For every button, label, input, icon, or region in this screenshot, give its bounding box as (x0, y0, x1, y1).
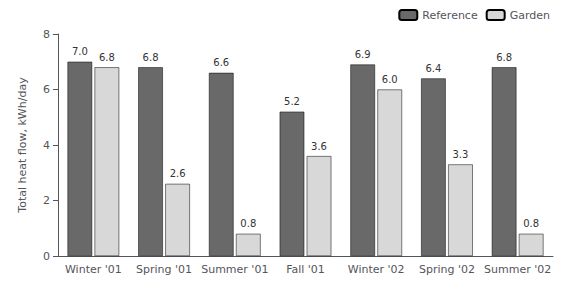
svg-text:0.8: 0.8 (240, 218, 256, 229)
svg-text:Garden: Garden (510, 9, 550, 22)
svg-text:Summer '02: Summer '02 (484, 263, 551, 276)
svg-text:0.8: 0.8 (523, 218, 539, 229)
svg-text:6.0: 6.0 (382, 74, 398, 85)
svg-text:2: 2 (43, 194, 50, 207)
svg-text:6.8: 6.8 (496, 52, 512, 63)
svg-text:7.0: 7.0 (72, 46, 88, 57)
svg-text:5.2: 5.2 (284, 96, 300, 107)
svg-text:6.9: 6.9 (355, 49, 371, 60)
svg-text:Spring '01: Spring '01 (136, 263, 192, 276)
svg-text:Total heat flow, kWh/day: Total heat flow, kWh/day (16, 77, 29, 214)
svg-text:8: 8 (43, 28, 50, 41)
svg-text:3.3: 3.3 (452, 149, 468, 160)
svg-text:6.8: 6.8 (143, 52, 159, 63)
svg-text:4: 4 (43, 139, 50, 152)
svg-text:0: 0 (43, 250, 50, 263)
svg-text:Winter '02: Winter '02 (348, 263, 405, 276)
svg-text:6.8: 6.8 (99, 52, 115, 63)
svg-text:Summer '01: Summer '01 (201, 263, 268, 276)
svg-text:6: 6 (43, 83, 50, 96)
svg-text:6.6: 6.6 (213, 57, 229, 68)
svg-text:Spring '02: Spring '02 (419, 263, 475, 276)
svg-text:3.6: 3.6 (311, 141, 327, 152)
svg-text:Winter '01: Winter '01 (65, 263, 122, 276)
svg-text:Fall '01: Fall '01 (286, 263, 325, 276)
svg-text:Reference: Reference (422, 9, 478, 22)
svg-text:2.6: 2.6 (170, 168, 186, 179)
svg-text:6.4: 6.4 (425, 63, 441, 74)
